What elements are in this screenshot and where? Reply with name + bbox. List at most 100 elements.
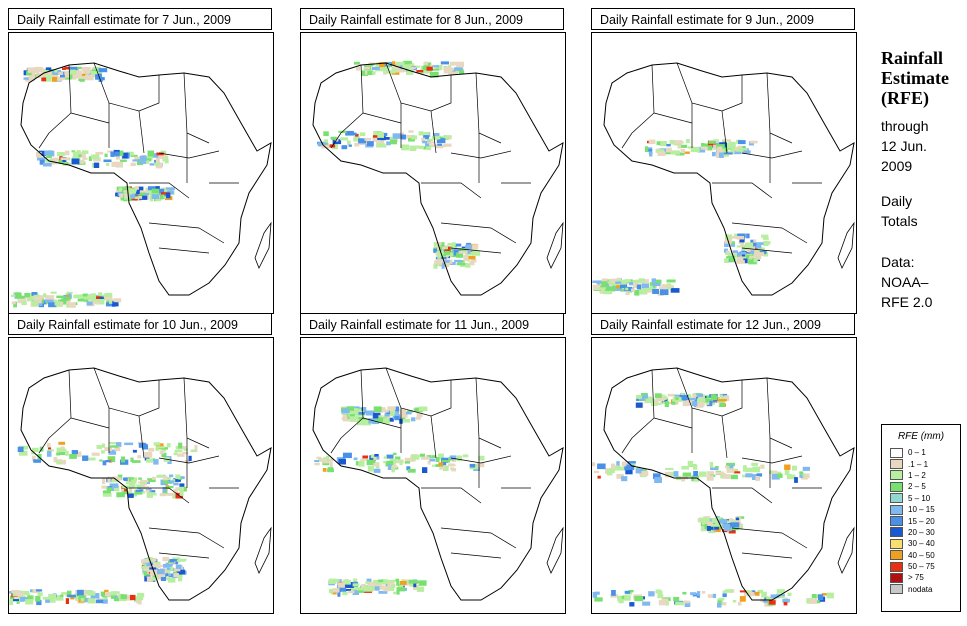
map-canvas bbox=[11, 62, 272, 308]
legend-item: 40 – 50 bbox=[882, 550, 960, 561]
legend-swatch bbox=[890, 516, 903, 527]
country-border bbox=[653, 112, 693, 124]
country-border bbox=[450, 455, 512, 464]
country-border bbox=[430, 415, 437, 459]
country-border bbox=[158, 150, 220, 159]
country-border bbox=[450, 552, 502, 559]
panel-title: Daily Rainfall estimate for 11 Jun., 200… bbox=[300, 313, 564, 335]
country-border bbox=[450, 150, 512, 159]
country-border bbox=[138, 110, 145, 154]
legend-item: 1 – 2 bbox=[882, 470, 960, 481]
legend-label: 15 – 20 bbox=[908, 516, 935, 526]
legend-label: 2 – 5 bbox=[908, 482, 926, 492]
legend-swatch bbox=[890, 481, 903, 492]
country-border bbox=[440, 222, 517, 244]
legend-label: 5 – 10 bbox=[908, 493, 931, 503]
country-border bbox=[653, 417, 693, 429]
map-canvas bbox=[9, 367, 272, 606]
country-border bbox=[158, 247, 210, 254]
country-border bbox=[158, 552, 210, 559]
legend-swatch bbox=[890, 447, 903, 458]
country-border bbox=[450, 247, 502, 254]
country-border bbox=[70, 112, 110, 124]
legend-swatch bbox=[890, 572, 903, 583]
country-border bbox=[129, 182, 190, 199]
rainfall-overlay bbox=[592, 139, 771, 296]
legend-swatch bbox=[890, 527, 903, 538]
legend-label: 30 – 40 bbox=[908, 539, 935, 549]
coastline bbox=[20, 62, 272, 296]
country-border bbox=[741, 455, 803, 464]
legend-label: 40 – 50 bbox=[908, 550, 935, 560]
rainfall-overlay bbox=[314, 406, 485, 597]
legend-item: 15 – 20 bbox=[882, 515, 960, 527]
country-border bbox=[741, 150, 803, 159]
country-border bbox=[721, 110, 728, 154]
country-border bbox=[621, 132, 633, 149]
country-border bbox=[362, 112, 402, 124]
country-border bbox=[138, 415, 145, 459]
country-border bbox=[421, 182, 482, 199]
data-source: Data: NOAA– RFE 2.0 bbox=[881, 254, 933, 310]
country-border bbox=[340, 369, 364, 439]
legend-swatch bbox=[890, 470, 903, 481]
africa-map bbox=[300, 32, 566, 314]
legend-item: > 75 bbox=[882, 572, 960, 583]
country-border bbox=[48, 369, 72, 439]
country-border bbox=[362, 417, 402, 429]
rainfall-panel-4: Daily Rainfall estimate for 10 Jun., 200… bbox=[8, 313, 274, 614]
country-border bbox=[631, 64, 655, 134]
panel-title: Daily Rainfall estimate for 7 Jun., 2009 bbox=[8, 8, 272, 30]
map-canvas bbox=[592, 62, 855, 296]
legend-label: nodata bbox=[908, 584, 933, 594]
madagascar-outline bbox=[254, 526, 272, 574]
country-border bbox=[330, 132, 342, 149]
country-border bbox=[621, 437, 633, 454]
africa-map bbox=[300, 337, 566, 614]
africa-map bbox=[591, 32, 857, 314]
country-border bbox=[731, 527, 808, 549]
coastline bbox=[20, 367, 272, 601]
legend-swatch bbox=[890, 493, 903, 504]
totals-label: Daily Totals bbox=[881, 193, 918, 229]
country-border bbox=[741, 552, 793, 559]
panel-title: Daily Rainfall estimate for 9 Jun., 2009 bbox=[591, 8, 855, 30]
legend-item: 2 – 5 bbox=[882, 481, 960, 492]
country-border bbox=[676, 367, 743, 417]
legend-label: > 75 bbox=[908, 573, 924, 583]
rainfall-overlay bbox=[592, 392, 834, 608]
rainfall-overlay bbox=[317, 60, 481, 269]
country-border bbox=[712, 182, 773, 199]
coastline bbox=[603, 62, 855, 296]
legend-item: 50 – 75 bbox=[882, 561, 960, 572]
legend-swatch bbox=[890, 561, 903, 572]
country-border bbox=[340, 64, 364, 134]
country-border bbox=[766, 72, 793, 144]
legend-item: 0 – 1 bbox=[882, 447, 960, 458]
map-canvas bbox=[312, 367, 564, 601]
legend-label: 50 – 75 bbox=[908, 562, 935, 572]
panel-title: Daily Rainfall estimate for 10 Jun., 200… bbox=[8, 313, 272, 335]
country-border bbox=[183, 377, 210, 449]
country-border bbox=[712, 487, 773, 504]
coastline bbox=[603, 367, 855, 601]
product-title: Rainfall Estimate (RFE) bbox=[881, 48, 949, 108]
country-border bbox=[330, 437, 342, 454]
rainfall-panel-5: Daily Rainfall estimate for 11 Jun., 200… bbox=[300, 313, 566, 614]
rainfall-panel-1: Daily Rainfall estimate for 7 Jun., 2009 bbox=[8, 8, 274, 314]
country-border bbox=[129, 487, 190, 504]
country-border bbox=[70, 417, 110, 429]
africa-map bbox=[8, 337, 274, 614]
map-canvas bbox=[312, 60, 564, 296]
country-border bbox=[440, 527, 517, 549]
country-border bbox=[430, 110, 437, 154]
legend-swatch bbox=[890, 550, 903, 561]
through-date: through 12 Jun. 2009 bbox=[881, 118, 929, 174]
legend-item: 10 – 15 bbox=[882, 504, 960, 515]
legend-swatch bbox=[890, 584, 903, 595]
legend-item: 20 – 30 bbox=[882, 527, 960, 538]
legend-item: 30 – 40 bbox=[882, 538, 960, 549]
africa-map bbox=[8, 32, 274, 314]
coastline bbox=[312, 62, 564, 296]
